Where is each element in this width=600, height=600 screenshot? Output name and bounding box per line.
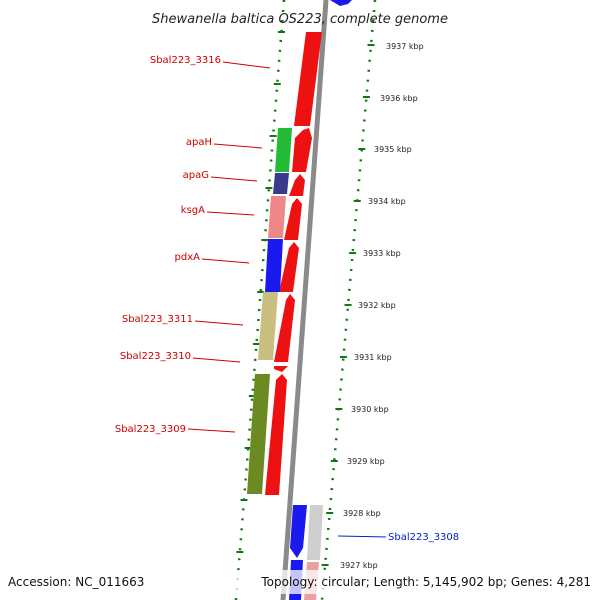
gene-labels: Sbal223_3316 apaH apaG ksgA pdxA Sbal223… [115, 55, 459, 543]
gene-label-sbal223-3311: Sbal223_3311 [122, 314, 193, 325]
leader-line [194, 320, 244, 326]
topology-text: Topology: circular; Length: 5,145,902 bp… [260, 575, 591, 589]
feature-partial-top [330, 0, 352, 6]
feature-block-navy [273, 173, 289, 194]
leader-line [201, 258, 250, 264]
kbp-scale: 3937 kbp 3936 kbp 3935 kbp 3934 kbp 3933… [340, 42, 424, 570]
leader-line [337, 535, 387, 538]
gene-label-ksga: ksgA [181, 205, 205, 216]
leader-line [210, 176, 258, 182]
kbp-label: 3936 kbp [380, 94, 418, 103]
leader-line [222, 61, 271, 69]
gene-label-sbal223-3316: Sbal223_3316 [150, 55, 221, 66]
leader-line [187, 428, 236, 433]
cds-arrow-sbal223-3311 [274, 294, 295, 362]
leader-line [192, 357, 241, 363]
accession-text: Accession: NC_011663 [8, 575, 144, 589]
cds-arrow-sbal223-3316 [294, 32, 322, 126]
gene-label-sbal223-3309: Sbal223_3309 [115, 424, 186, 435]
feature-block-blue [265, 239, 283, 292]
gene-label-apah: apaH [186, 137, 212, 148]
gene-label-pdxa: pdxA [175, 252, 201, 263]
cds-arrow-pdxa [279, 242, 299, 292]
cds-arrow-blue-sbal223-3308 [290, 505, 307, 558]
gene-label-apag: apaG [183, 170, 209, 181]
kbp-label: 3929 kbp [347, 457, 385, 466]
feature-block-khaki [258, 292, 278, 360]
genome-backbone [280, 0, 329, 600]
cds-arrow-sbal223-3309 [265, 374, 287, 495]
kbp-label: 3931 kbp [354, 353, 392, 362]
outer-scale-ring [320, 0, 377, 600]
feature-track [247, 128, 292, 494]
kbp-label: 3937 kbp [386, 42, 424, 51]
cds-arrow-ksga [284, 198, 302, 240]
feature-block-green [275, 128, 292, 172]
kbp-label: 3927 kbp [340, 561, 378, 570]
feature-block-olive [247, 374, 270, 494]
gene-label-leaders [187, 61, 387, 538]
cds-arrow-apag [289, 174, 305, 196]
kbp-label: 3934 kbp [368, 197, 406, 206]
cds-arrow-sbal223-3310 [274, 366, 288, 372]
kbp-label: 3930 kbp [351, 405, 389, 414]
map-title: Shewanella baltica OS223, complete genom… [152, 12, 448, 27]
footer-background [0, 570, 600, 594]
gene-label-sbal223-3308: Sbal223_3308 [388, 532, 459, 543]
kbp-label: 3935 kbp [374, 145, 412, 154]
cds-track [265, 32, 322, 495]
gene-label-sbal223-3310: Sbal223_3310 [120, 351, 191, 362]
cds-arrow-apah [292, 128, 312, 172]
kbp-label: 3932 kbp [358, 301, 396, 310]
kbp-label: 3928 kbp [343, 509, 381, 518]
leader-line [213, 143, 263, 149]
outer-tick-marks [321, 44, 375, 566]
leader-line [206, 211, 255, 216]
feature-block-pink [268, 196, 286, 238]
feature-block-grey [307, 505, 323, 560]
kbp-label: 3933 kbp [363, 249, 401, 258]
